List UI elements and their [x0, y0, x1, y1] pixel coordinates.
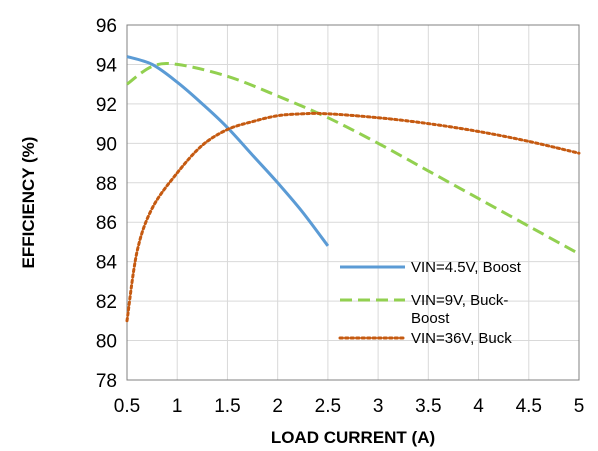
series-line-buck: [125, 111, 581, 323]
x-tick-label: 1: [172, 396, 183, 417]
y-tick-label: 82: [96, 292, 117, 313]
series-lines: [125, 55, 581, 323]
x-tick-label: 3: [373, 396, 384, 417]
series-line-buck-boost: [126, 61, 580, 256]
y-tick-label: 88: [96, 174, 117, 195]
x-tick-label: 3.5: [415, 396, 441, 417]
y-axis-title: EFFICIENCY (%): [19, 137, 38, 269]
x-axis-title: LOAD CURRENT (A): [271, 428, 435, 447]
x-tick-labels: 0.5 1 1.5 2 2.5 3 3.5 4 4.5 5: [114, 396, 585, 417]
legend-label: VIN=4.5V, Boost: [411, 259, 522, 276]
plot-area-border: [126, 24, 580, 381]
y-tick-label: 80: [96, 332, 117, 353]
legend-label: VIN=36V, Buck: [411, 330, 512, 347]
y-tick-label: 92: [96, 95, 117, 116]
x-tick-label: 5: [574, 396, 585, 417]
x-tick-label: 1.5: [214, 396, 240, 417]
x-tick-label: 4.5: [516, 396, 542, 417]
y-tick-label: 94: [96, 55, 118, 76]
y-tick-label: 84: [96, 253, 118, 274]
x-tick-label: 4: [473, 396, 484, 417]
x-tick-label: 0.5: [114, 396, 140, 417]
y-tick-label: 78: [96, 371, 117, 392]
y-tick-label: 86: [96, 213, 117, 234]
legend-label-continued: Boost: [411, 310, 450, 327]
y-tick-label: 96: [96, 16, 117, 37]
legend-label: VIN=9V, Buck-: [411, 292, 508, 309]
series-line-boost: [126, 55, 330, 247]
legend: VIN=4.5V, Boost VIN=9V, Buck-Boost VIN=36V…: [338, 259, 522, 347]
y-tick-label: 90: [96, 134, 117, 155]
x-tick-label: 2: [272, 396, 283, 417]
x-tick-label: 2.5: [315, 396, 341, 417]
y-tick-labels: 78 80 82 84 86 88 90 92 94 96: [96, 16, 118, 392]
